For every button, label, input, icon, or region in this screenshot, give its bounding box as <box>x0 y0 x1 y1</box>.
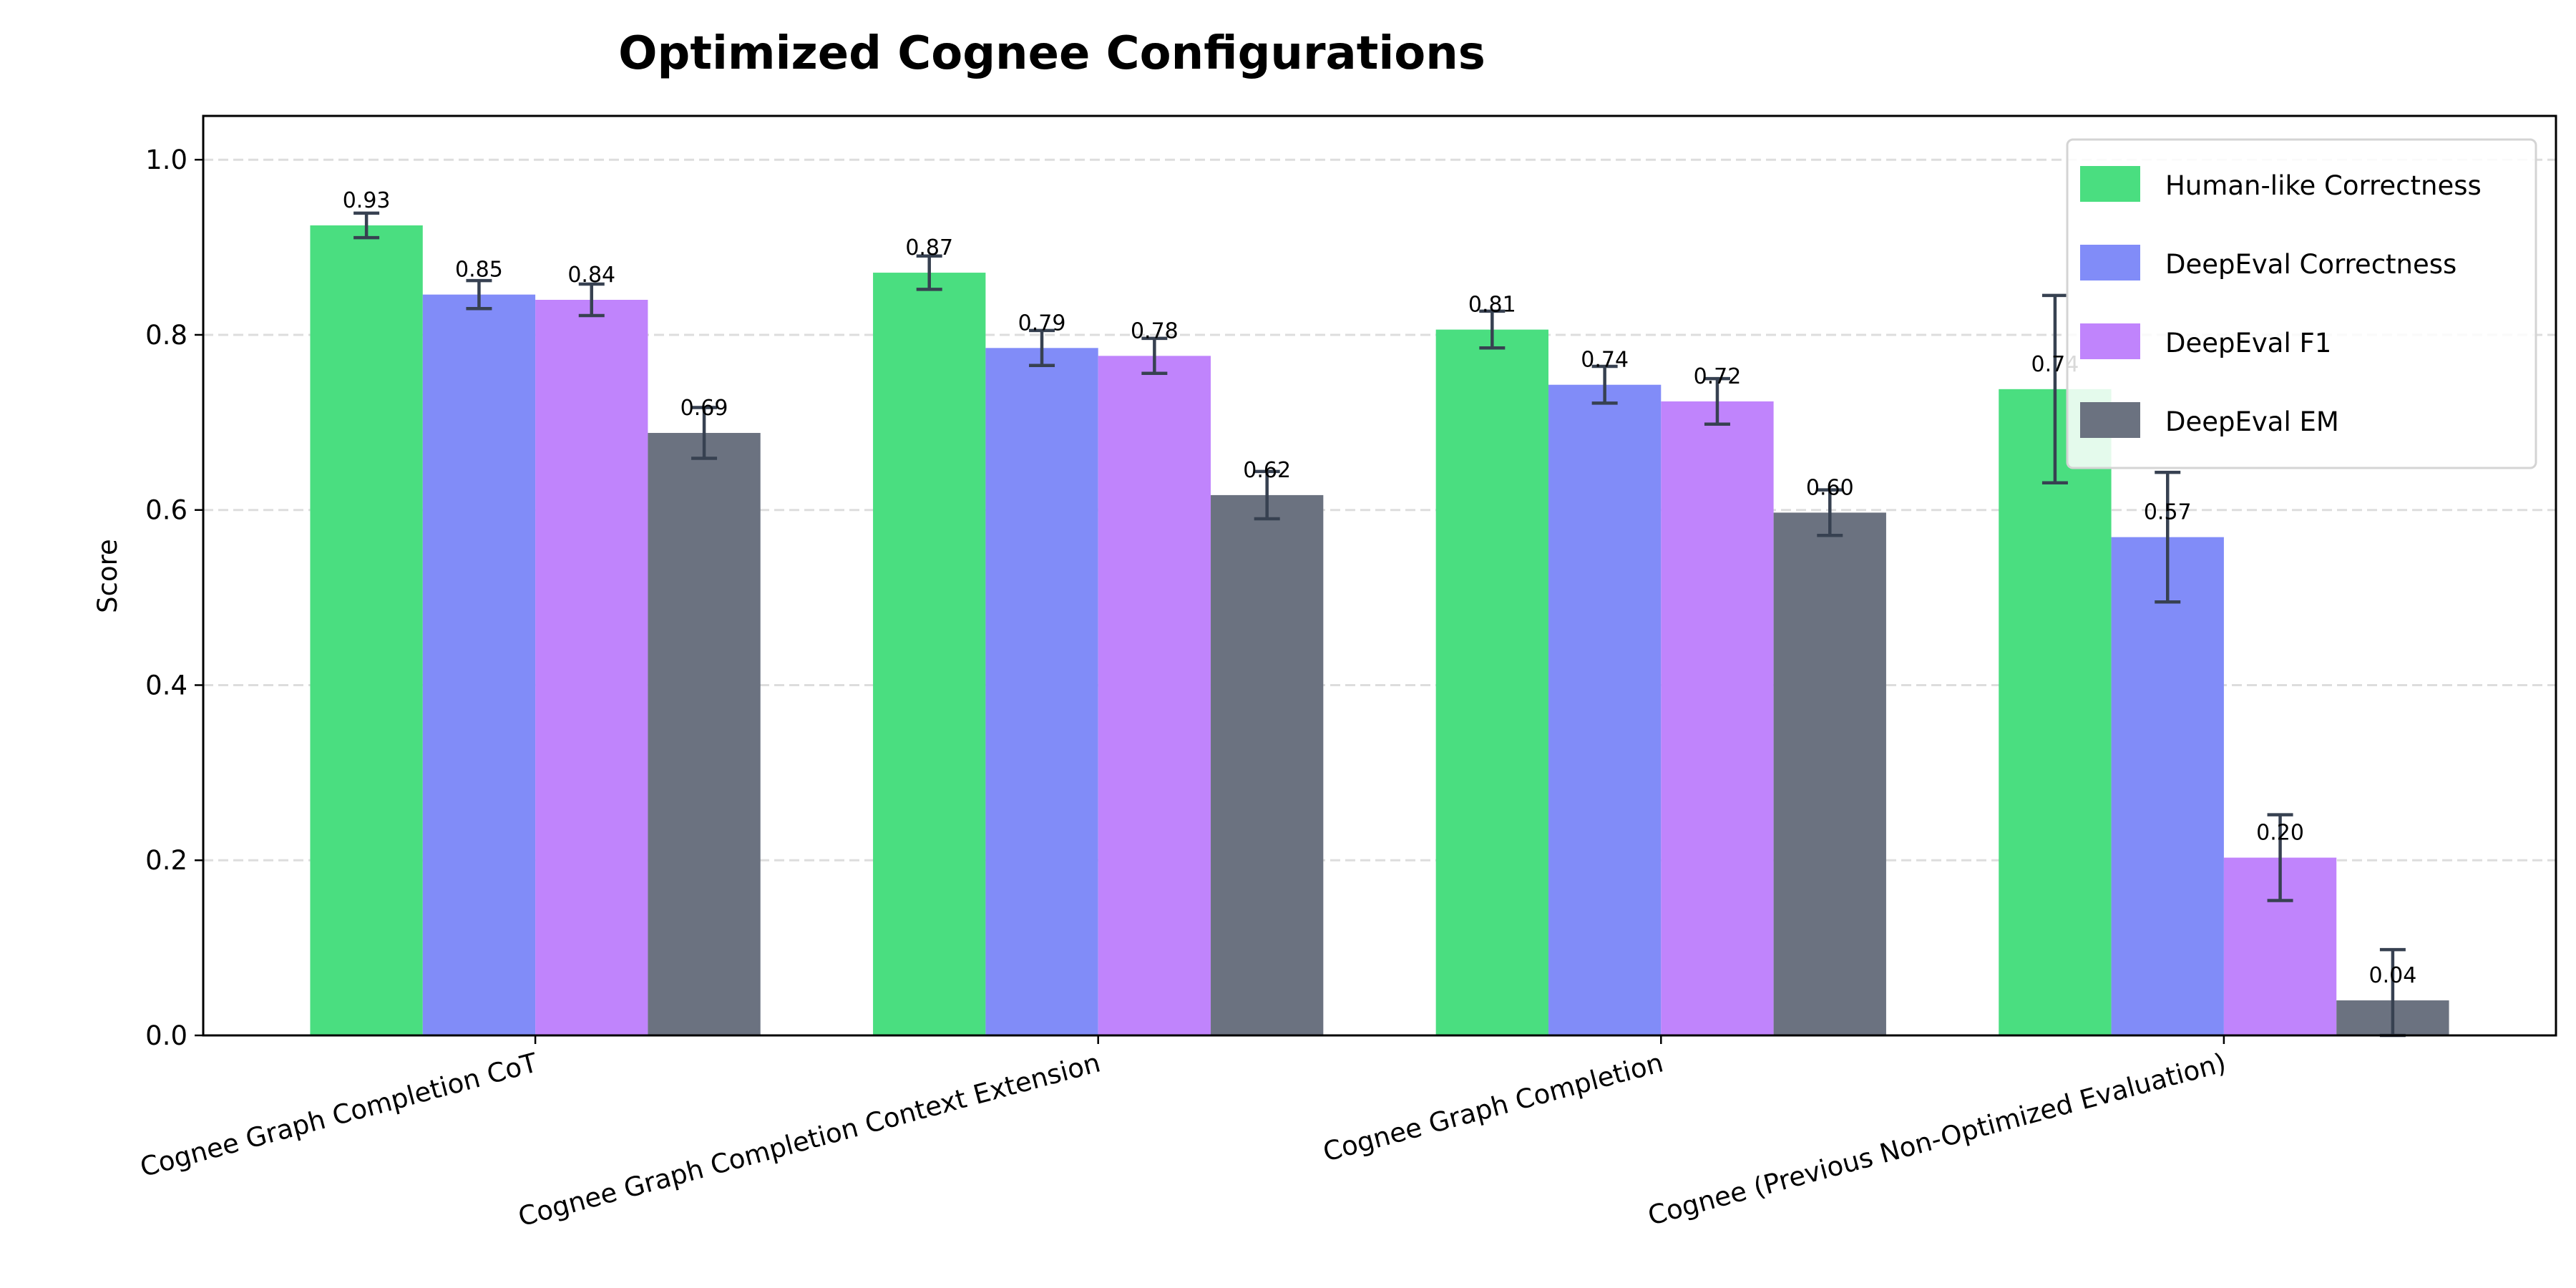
data-label: 0.74 <box>1581 348 1629 373</box>
bar <box>648 433 761 1035</box>
x-tick-label: Cognee Graph Completion Context Extensio… <box>515 1047 1103 1232</box>
y-tick-label: 0.2 <box>145 845 187 876</box>
legend-swatch <box>2080 245 2140 280</box>
legend-label: DeepEval Correctness <box>2165 249 2457 280</box>
bar <box>1211 494 1324 1035</box>
legend-label: DeepEval EM <box>2165 406 2339 437</box>
data-label: 0.79 <box>1018 311 1066 336</box>
plot-frame <box>202 114 2557 1037</box>
data-label: 0.81 <box>1468 293 1516 318</box>
chart-title: Optimized Cognee Configurations <box>618 27 1485 80</box>
data-label: 0.84 <box>567 263 615 288</box>
legend-swatch <box>2080 402 2140 438</box>
bar <box>1999 389 2112 1035</box>
y-tick-label: 0.0 <box>145 1020 187 1051</box>
legend-box <box>2066 138 2537 469</box>
data-label: 0.62 <box>1243 458 1291 483</box>
x-tick-label: Cognee (Previous Non-Optimized Evaluatio… <box>1644 1047 2229 1231</box>
x-tick-label: Cognee Graph Completion CoT <box>137 1047 541 1183</box>
y-axis-label: Score <box>92 539 123 613</box>
bar <box>2111 537 2224 1035</box>
data-label: 0.72 <box>1694 364 1742 389</box>
bar <box>1548 384 1662 1035</box>
bar <box>310 225 423 1035</box>
legend-swatch <box>2080 323 2140 359</box>
bar <box>1773 512 1886 1035</box>
x-tick-label: Cognee Graph Completion <box>1319 1047 1666 1167</box>
bar <box>1661 401 1774 1035</box>
data-label: 0.20 <box>2256 821 2304 846</box>
data-label: 0.60 <box>1806 475 1854 500</box>
bar <box>535 300 648 1035</box>
data-label: 0.78 <box>1131 318 1179 343</box>
legend-label: Human-like Correctness <box>2165 170 2482 201</box>
y-tick-label: 0.6 <box>145 495 187 526</box>
data-label: 0.69 <box>680 396 728 421</box>
y-tick-label: 0.4 <box>145 670 187 701</box>
y-tick-label: 1.0 <box>145 145 187 175</box>
bar <box>985 348 1098 1035</box>
legend-swatch <box>2080 166 2140 202</box>
data-label: 0.57 <box>2144 500 2192 525</box>
data-label: 0.93 <box>343 188 391 213</box>
data-label: 0.04 <box>2368 963 2416 988</box>
bar <box>422 294 536 1036</box>
y-tick-label: 0.8 <box>145 320 187 351</box>
data-label: 0.85 <box>455 258 503 283</box>
bar <box>1435 329 1548 1036</box>
bar <box>1098 356 1211 1035</box>
legend-label: DeepEval F1 <box>2165 328 2331 358</box>
data-label: 0.87 <box>905 235 953 260</box>
bar <box>873 273 986 1035</box>
